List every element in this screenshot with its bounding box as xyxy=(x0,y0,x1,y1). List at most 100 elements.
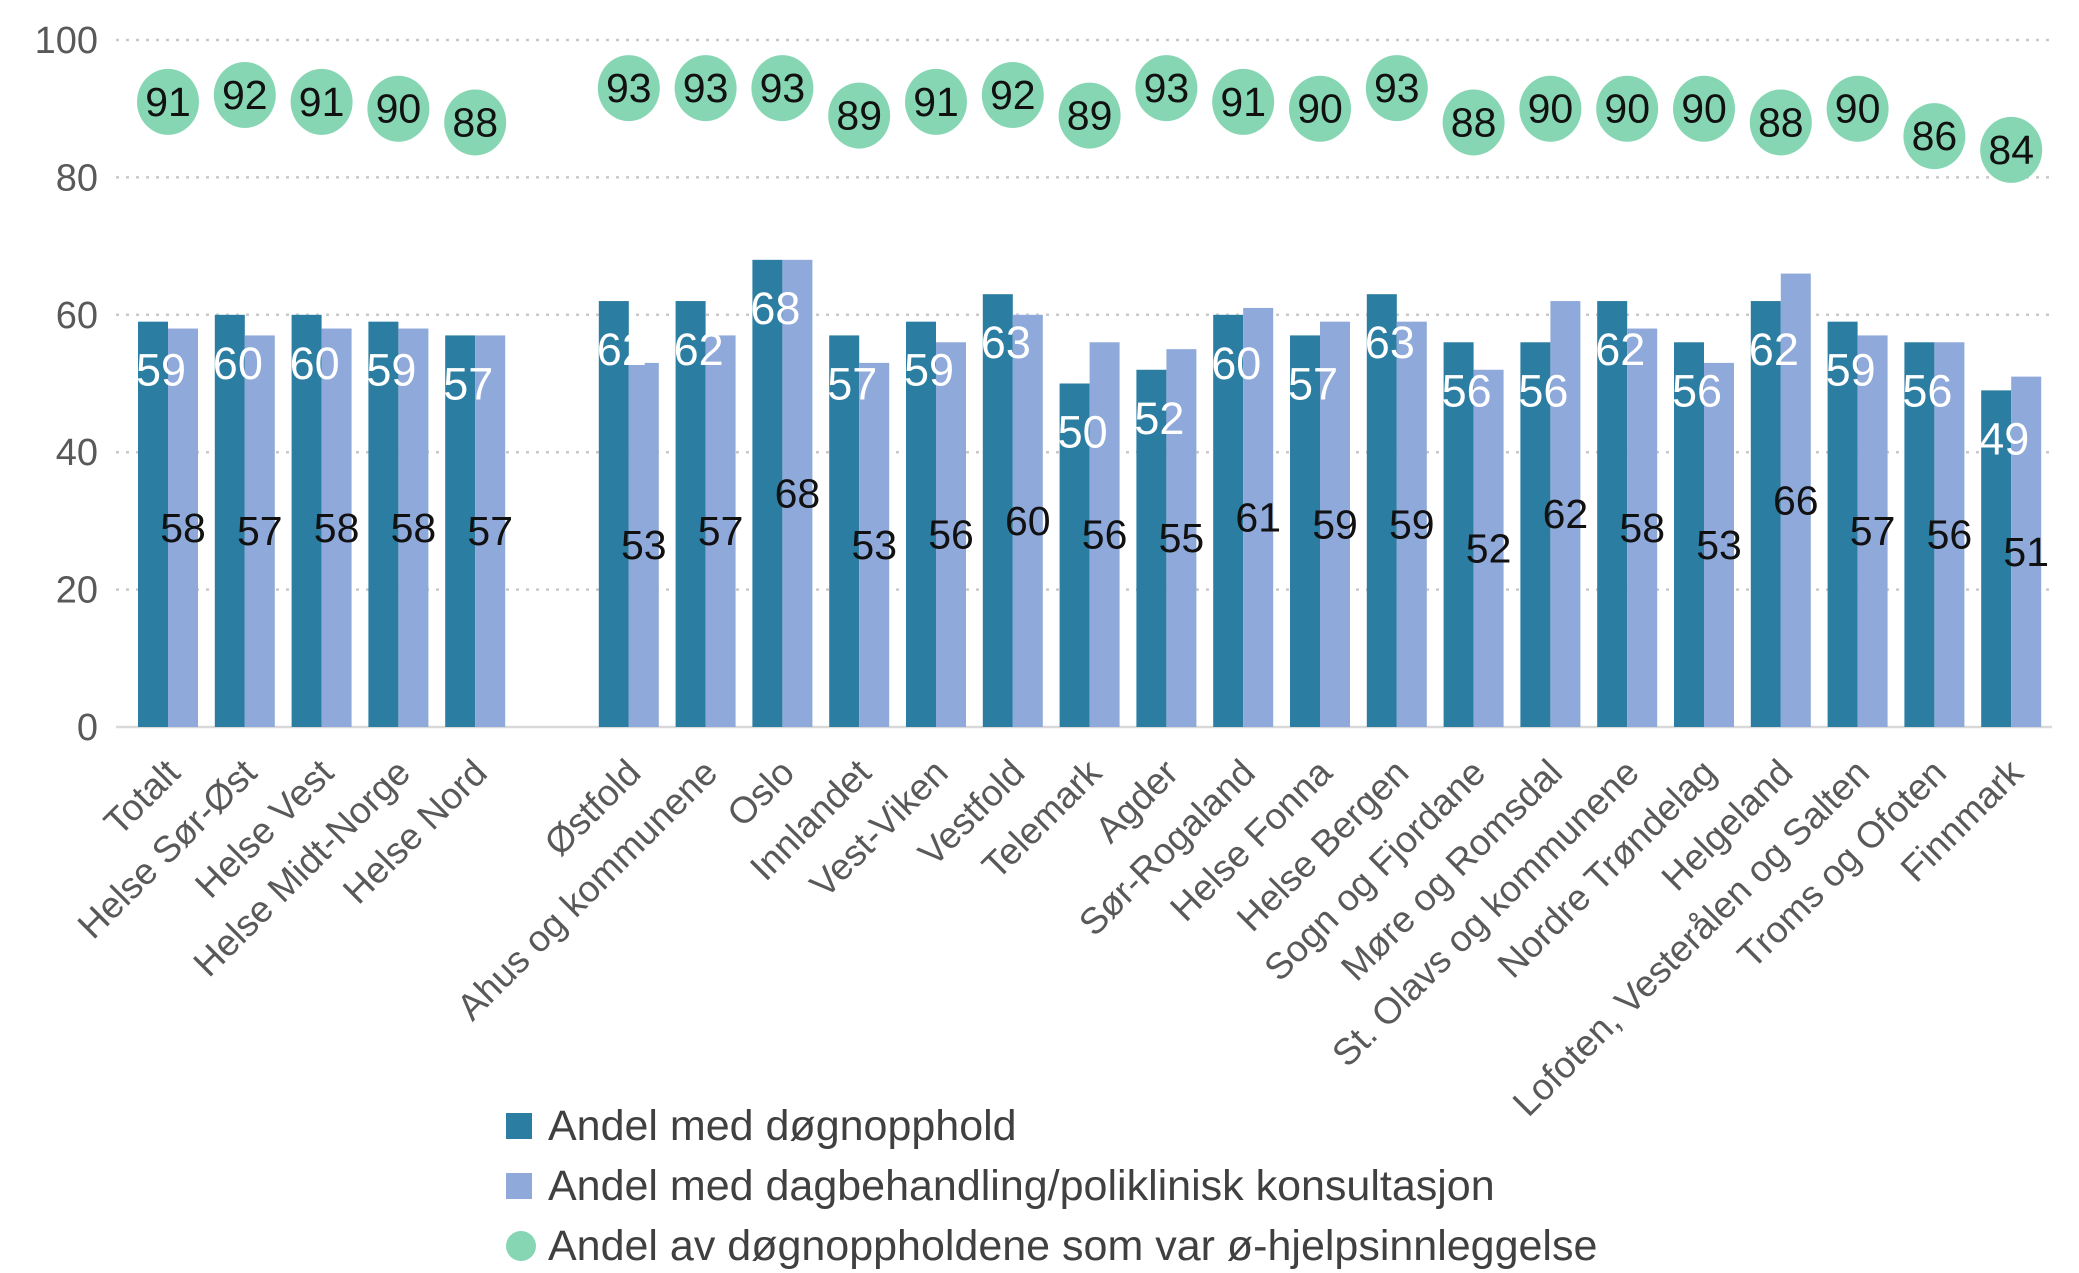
ohjelp-point-label: 91 xyxy=(145,79,191,125)
bar-dagbehandling xyxy=(705,335,736,727)
bar-label-dognopphold: 59 xyxy=(904,345,954,396)
legend-marker-circle-green xyxy=(506,1231,536,1261)
legend-marker-square-dark xyxy=(506,1113,532,1139)
legend-item-dognopphold: Andel med døgnopphold xyxy=(506,1096,1597,1156)
bar-label-dagbehandling: 53 xyxy=(1696,522,1742,568)
ohjelp-point-label: 91 xyxy=(913,79,959,125)
bar-dagbehandling xyxy=(1243,307,1274,727)
bar-dagbehandling xyxy=(2011,376,2042,727)
bar-label-dognopphold: 60 xyxy=(290,338,340,389)
bar-label-dognopphold: 57 xyxy=(443,358,493,409)
bar-dagbehandling xyxy=(168,328,198,727)
bar-label-dognopphold: 59 xyxy=(1826,345,1876,396)
bar-dognopphold xyxy=(752,259,783,727)
bar-dognopphold xyxy=(214,314,245,727)
ohjelp-point-label: 92 xyxy=(990,72,1036,118)
y-tick-label: 80 xyxy=(56,157,98,199)
ohjelp-point-label: 88 xyxy=(452,99,498,145)
ohjelp-point xyxy=(1135,55,1198,122)
ohjelp-point xyxy=(1289,75,1351,142)
bar-dagbehandling xyxy=(1089,342,1120,727)
bar-dognopphold xyxy=(1443,342,1474,727)
bar-dagbehandling xyxy=(398,328,429,727)
bar-label-dagbehandling: 60 xyxy=(1005,498,1051,544)
ohjelp-point-label: 93 xyxy=(1374,65,1420,111)
bar-dognopphold xyxy=(1750,301,1781,727)
ohjelp-point xyxy=(751,55,814,122)
ohjelp-point-label: 90 xyxy=(1681,86,1727,132)
bar-dognopphold xyxy=(906,321,936,727)
y-tick-label: 40 xyxy=(56,432,98,474)
bar-label-dagbehandling: 56 xyxy=(1927,512,1973,558)
bar-dagbehandling xyxy=(475,335,506,727)
bar-label-dognopphold: 63 xyxy=(1365,317,1415,368)
bar-label-dagbehandling: 58 xyxy=(160,505,206,551)
bar-dagbehandling xyxy=(1934,342,1965,727)
bar-dognopphold xyxy=(598,301,629,727)
bar-label-dognopphold: 68 xyxy=(750,283,800,334)
legend-label-dagbehandling: Andel med dagbehandling/poliklinisk kons… xyxy=(548,1161,1495,1210)
bar-label-dognopphold: 56 xyxy=(1518,365,1568,416)
bar-label-dagbehandling: 66 xyxy=(1773,477,1819,523)
bar-label-dagbehandling: 52 xyxy=(1466,525,1512,571)
legend-label-dognopphold: Andel med døgnopphold xyxy=(548,1101,1017,1150)
bar-dognopphold xyxy=(138,321,168,727)
ohjelp-point-label: 90 xyxy=(1604,86,1650,132)
y-tick-label: 0 xyxy=(77,707,98,749)
bar-dognopphold xyxy=(368,321,399,727)
bar-dagbehandling xyxy=(321,328,352,727)
ohjelp-point-label: 90 xyxy=(1835,86,1881,132)
bar-label-dagbehandling: 55 xyxy=(1159,515,1205,561)
bar-dognopphold xyxy=(829,335,860,727)
bar-dognopphold xyxy=(1366,294,1397,727)
ohjelp-point-label: 93 xyxy=(683,65,729,111)
bar-dagbehandling xyxy=(859,362,890,727)
ohjelp-point-label: 93 xyxy=(1144,65,1190,111)
bar-label-dagbehandling: 56 xyxy=(1082,512,1128,558)
bar-label-dagbehandling: 59 xyxy=(1312,501,1358,547)
bar-label-dognopphold: 60 xyxy=(213,338,263,389)
bar-dagbehandling xyxy=(628,362,659,727)
ohjelp-point xyxy=(674,55,737,122)
ohjelp-point xyxy=(1903,103,1966,170)
bar-dagbehandling xyxy=(782,259,813,727)
bar-dagbehandling xyxy=(1627,328,1658,727)
ohjelp-point-label: 86 xyxy=(1912,113,1958,159)
bar-label-dagbehandling: 68 xyxy=(775,470,821,516)
bar-label-dagbehandling: 57 xyxy=(467,508,513,554)
bar-label-dognopphold: 50 xyxy=(1058,407,1108,458)
ohjelp-point xyxy=(981,61,1044,128)
ohjelp-point xyxy=(905,68,967,135)
bar-label-dognopphold: 57 xyxy=(1288,358,1338,409)
ohjelp-point xyxy=(290,68,353,135)
bar-dagbehandling xyxy=(1550,301,1581,727)
ohjelp-point-label: 84 xyxy=(1988,127,2034,173)
ohjelp-point xyxy=(1212,68,1275,135)
bar-label-dagbehandling: 61 xyxy=(1235,494,1281,540)
legend-label-ohjelp: Andel av døgnoppholdene som var ø-hjelps… xyxy=(548,1221,1598,1270)
bar-label-dagbehandling: 58 xyxy=(1619,505,1665,551)
ohjelp-point-label: 88 xyxy=(1758,99,1804,145)
ohjelp-point-label: 93 xyxy=(606,65,652,111)
legend-item-dagbehandling: Andel med dagbehandling/poliklinisk kons… xyxy=(506,1156,1597,1216)
bar-dagbehandling xyxy=(1780,273,1811,727)
ohjelp-point xyxy=(1980,116,2043,183)
bar-label-dognopphold: 62 xyxy=(674,324,724,375)
ohjelp-point xyxy=(1749,89,1812,156)
bar-label-dagbehandling: 62 xyxy=(1543,491,1589,537)
ohjelp-point xyxy=(1596,75,1659,142)
bar-dagbehandling xyxy=(1166,349,1197,727)
bar-label-dognopphold: 59 xyxy=(366,345,416,396)
bar-dognopphold xyxy=(291,314,322,727)
bar-dognopphold xyxy=(1213,314,1244,727)
bar-label-dognopphold: 59 xyxy=(136,345,186,396)
bar-label-dagbehandling: 58 xyxy=(314,505,360,551)
bar-label-dognopphold: 56 xyxy=(1442,365,1492,416)
bar-dognopphold xyxy=(1904,342,1935,727)
ohjelp-point-label: 90 xyxy=(1297,86,1343,132)
bar-label-dagbehandling: 53 xyxy=(851,522,897,568)
bar-label-dognopphold: 62 xyxy=(1749,324,1799,375)
ohjelp-point-label: 91 xyxy=(1220,79,1266,125)
bar-dagbehandling xyxy=(1320,321,1350,727)
